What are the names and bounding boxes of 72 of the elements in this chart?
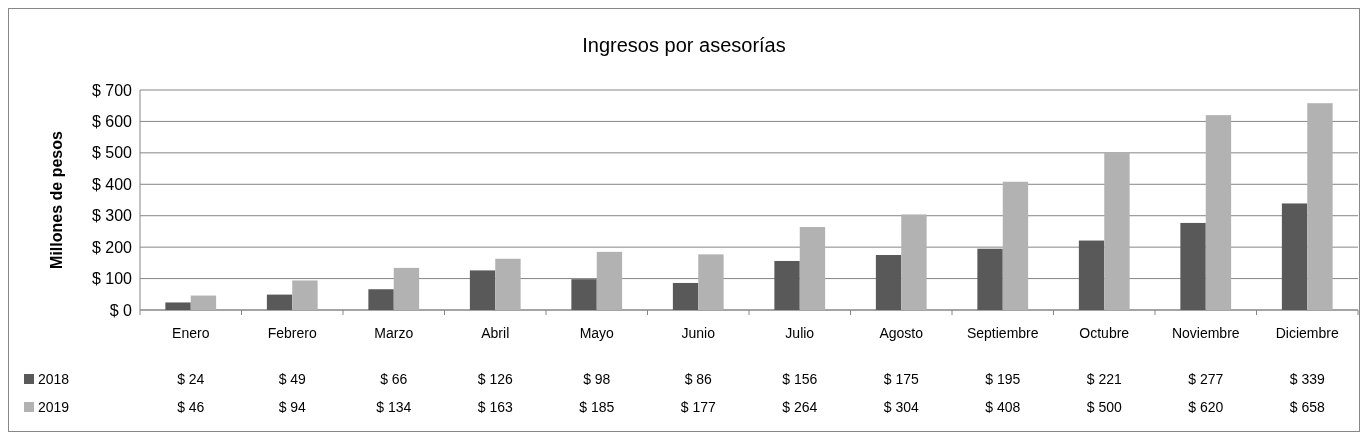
data-label: $ 134 <box>376 399 412 415</box>
bar <box>1002 181 1029 310</box>
bar <box>596 251 623 310</box>
data-label: $ 46 <box>177 399 205 415</box>
x-tick-label: Mayo <box>579 325 615 341</box>
bar <box>368 289 394 310</box>
data-label: $ 156 <box>782 371 818 387</box>
bar <box>266 294 293 310</box>
bar <box>1307 103 1333 310</box>
x-tick-label: Agosto <box>879 325 924 341</box>
y-tick-label: $ 700 <box>91 81 133 99</box>
data-label: $ 163 <box>477 399 513 415</box>
data-label: $ 339 <box>1289 371 1325 387</box>
x-tick-label: Febrero <box>267 325 317 341</box>
legend-label: 2018 <box>38 371 70 387</box>
x-tick-label: Julio <box>785 325 815 341</box>
x-tick-label: Octubre <box>1079 325 1130 341</box>
bar <box>190 295 217 310</box>
data-label: $ 658 <box>1289 399 1325 415</box>
bar <box>469 270 496 310</box>
data-label: $ 277 <box>1188 371 1224 387</box>
y-axis-title: Millones de pesos <box>48 130 65 269</box>
x-tick-label: Diciembre <box>1275 325 1339 341</box>
bar <box>1281 203 1308 310</box>
x-tick-label: Junio <box>681 325 716 341</box>
bar <box>292 280 318 310</box>
data-label: $ 185 <box>579 399 615 415</box>
bar <box>393 267 420 310</box>
y-tick-label: $ 200 <box>91 238 133 256</box>
data-label: $ 66 <box>380 371 408 387</box>
x-tick-label: Abril <box>481 325 510 341</box>
bar <box>495 258 521 310</box>
bar <box>1180 222 1206 310</box>
data-label: $ 195 <box>985 371 1021 387</box>
data-label: $ 94 <box>278 399 307 415</box>
bar <box>799 227 826 310</box>
chart-title: Ingresos por asesorías <box>582 34 786 56</box>
bar <box>875 255 902 310</box>
x-tick-label: Noviembre <box>1171 325 1240 341</box>
y-tick-label: $ 300 <box>91 207 133 225</box>
data-label: $ 264 <box>782 399 818 415</box>
data-label: $ 98 <box>583 371 611 387</box>
data-label: $ 126 <box>477 371 513 387</box>
data-label: $ 177 <box>680 399 716 415</box>
bar <box>571 279 597 310</box>
bar <box>1104 152 1130 310</box>
y-tick-label: $ 600 <box>91 113 133 131</box>
bar <box>1205 115 1232 310</box>
x-tick-label: Septiembre <box>966 325 1039 341</box>
data-label: $ 86 <box>684 371 713 387</box>
data-label: $ 620 <box>1188 399 1224 415</box>
y-tick-label: $ 500 <box>91 144 133 162</box>
bar <box>672 282 699 310</box>
bar <box>165 302 191 310</box>
y-tick-label: $ 100 <box>91 270 133 288</box>
bar <box>977 248 1003 310</box>
data-label: $ 500 <box>1086 399 1122 415</box>
bar <box>901 214 927 310</box>
bar <box>698 254 724 310</box>
data-label: $ 304 <box>883 399 919 415</box>
bar <box>1078 240 1105 310</box>
data-label: $ 221 <box>1086 371 1122 387</box>
data-label: $ 24 <box>177 371 205 387</box>
data-label: $ 49 <box>278 371 307 387</box>
bar <box>774 260 800 310</box>
data-label: $ 408 <box>985 399 1021 415</box>
data-label: $ 175 <box>883 371 919 387</box>
legend-label: 2019 <box>38 399 70 415</box>
y-tick-label: $ 0 <box>109 301 133 319</box>
x-tick-label: Enero <box>172 325 210 341</box>
y-tick-label: $ 400 <box>91 175 133 193</box>
x-tick-label: Marzo <box>374 325 414 341</box>
